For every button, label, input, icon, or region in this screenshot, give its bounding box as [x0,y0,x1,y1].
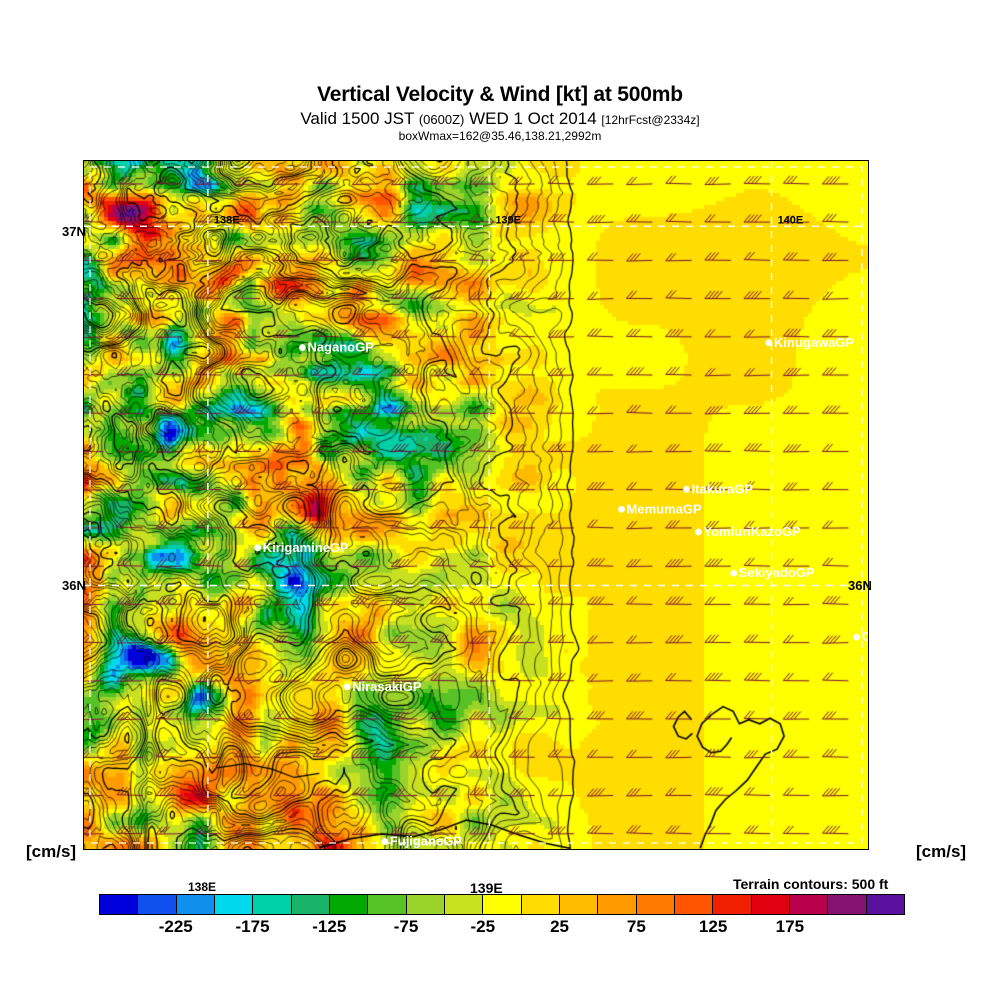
colorbar-tick: 175 [775,917,805,936]
colorbar-swatch [636,895,675,914]
colorbar-swatch [444,895,484,914]
colorbar-swatch [828,895,867,914]
station-dot [299,344,306,351]
station-marker-group: YomiuriKazoGP [694,524,801,539]
terrain-contour-note: Terrain contours: 500 ft [733,876,889,892]
colorbar-swatch [176,895,215,914]
lon-label-text: 140E [778,214,804,226]
station-dot [694,528,702,536]
colorbar-tick-labels: -225 -175 -125 -75 -25 25 75 125 175 [99,917,905,943]
vertical-velocity-map [84,161,868,849]
station-marker-group: NaganoGP [299,340,374,355]
colorbar-swatch [713,895,752,914]
station-dot [765,339,773,347]
station-marker-group: MemumaGP [618,501,702,516]
station-label: MemumaGP [627,501,702,516]
colorbar-tick: -125 [312,917,347,936]
station-dot [618,505,625,513]
colorbar-swatch [751,895,790,914]
station-dot [730,569,738,577]
station-marker-group: KirigamineGP [254,540,349,555]
colorbar-tick: 75 [626,917,646,936]
colorbar-tick: -25 [470,917,496,936]
station-label: KinugawaGP [774,335,855,350]
lon-label-text: 139E [495,214,521,226]
station-label: SekiyadoGP [739,565,815,580]
colorbar-swatch [559,895,599,914]
title-subtitle: Valid 1500 JST (0600Z) WED 1 Oct 2014 [1… [0,110,1000,128]
station-marker-group: NirasakiGP [343,679,422,694]
lon-label-top: 138E [214,214,240,226]
valid-prefix: Valid 1500 JST [300,109,415,129]
colorbar-swatch [521,895,560,914]
lat-label-36n-left: 36N [62,578,86,593]
map-label-overlay: 138E 139E 140E NaganoGP KinugawaGP ItakuraGP M… [84,161,868,849]
lat-label-37n: 37N [62,224,86,239]
colorbar-tick: 25 [550,917,570,936]
valid-date: WED 1 Oct 2014 [469,109,597,129]
station-dot [343,683,351,691]
station-dot [683,485,690,493]
lon-label-138e-bottom: 138E [188,880,217,894]
colorbar-swatch [368,895,407,914]
station-label: YomiuriKazoGP [703,524,801,539]
colorbar-swatch [291,895,330,914]
colorbar-tick: -75 [393,917,419,936]
lon-label-top: 140E [778,214,804,226]
station-label: NaganoGP [307,340,374,355]
station-label: Chiton [862,629,868,644]
station-marker-group: FujiganeGP [381,834,462,849]
units-label-right: [cm/s] [916,842,967,861]
map-plot-area: 138E 139E 140E NaganoGP KinugawaGP ItakuraGP M… [83,160,869,850]
valid-utc: (0600Z) [418,112,465,128]
colorbar-tick: -225 [158,917,193,936]
station-label: KirigamineGP [263,540,349,555]
colorbar-swatch [329,895,369,914]
forecast-stamp: [12hrFcst@2334z] [601,113,700,128]
lon-label-139e-bottom: 139E [470,880,503,896]
lat-label-36n-right: 36N [848,578,872,593]
colorbar-swatch [253,895,292,914]
title-block: Vertical Velocity & Wind [kt] at 500mb V… [0,83,1000,143]
colorbar-tick: 125 [698,917,728,936]
lon-label-text: 138E [214,214,240,226]
station-marker-group: KinugawaGP [765,335,855,350]
colorbar-swatch [789,895,829,914]
station-marker-group: SekiyadoGP [730,565,815,580]
station-label: FujiganeGP [390,834,463,849]
colorbar-swatch [483,895,522,914]
units-label-left: [cm/s] [26,842,77,861]
station-dot [853,633,861,641]
colorbar-swatch [674,895,714,914]
colorbar-swatch [138,895,177,914]
lon-label-top: 139E [495,214,521,226]
station-dot [381,838,389,845]
map-inner-border [89,166,863,844]
station-label: NirasakiGP [352,679,422,694]
colorbar [99,894,905,915]
page-title: Vertical Velocity & Wind [kt] at 500mb [317,83,683,106]
boxwmax-annotation: boxWmax=162@35.46,138.21,2992m [398,128,602,143]
colorbar-swatch [214,895,254,914]
colorbar-swatch [406,895,445,914]
colorbar-swatch [866,895,904,914]
station-label: ItakuraGP [692,481,754,496]
station-marker-group: ItakuraGP [683,481,753,496]
colorbar-tick: -175 [235,917,270,936]
colorbar-swatch [100,895,139,914]
station-marker-group: Chiton [853,629,868,644]
colorbar-swatch [598,895,637,914]
station-dot [254,544,262,552]
